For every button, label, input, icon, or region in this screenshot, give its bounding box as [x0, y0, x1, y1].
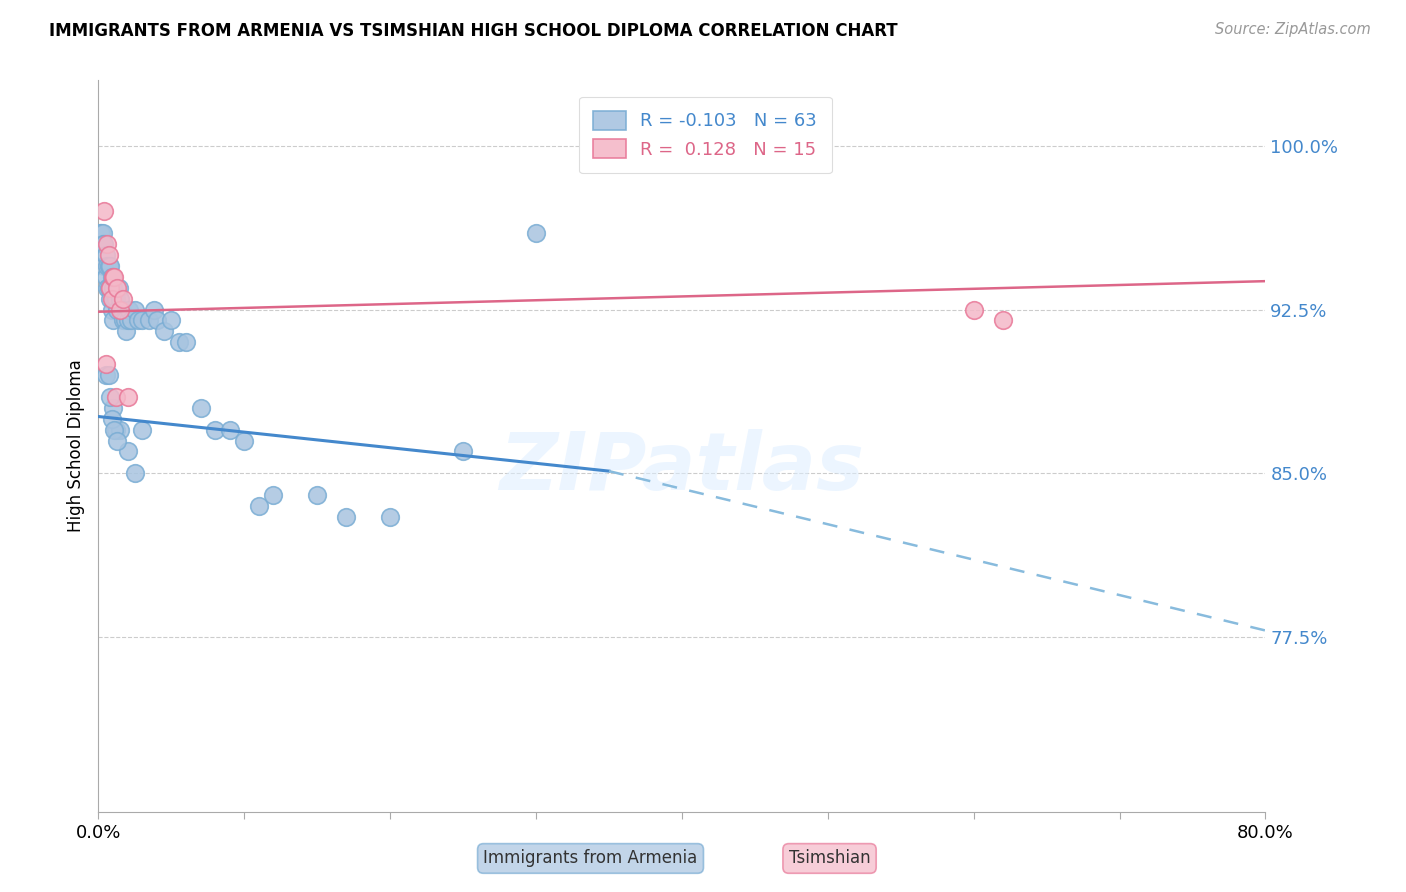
- Point: [93, 237, 115, 252]
- Point: [103, 269, 125, 284]
- Point: [262, 488, 284, 502]
- Point: [105, 434, 128, 448]
- Text: Source: ZipAtlas.com: Source: ZipAtlas.com: [1215, 22, 1371, 37]
- Point: [124, 302, 146, 317]
- Point: [167, 335, 190, 350]
- Point: [97, 281, 120, 295]
- Point: [962, 302, 984, 317]
- Point: [100, 411, 122, 425]
- Point: [100, 269, 122, 284]
- Point: [101, 269, 124, 284]
- Point: [103, 292, 125, 306]
- Point: [124, 467, 146, 481]
- Point: [114, 313, 136, 327]
- Point: [96, 259, 118, 273]
- Point: [105, 281, 128, 295]
- Point: [108, 281, 131, 295]
- Point: [105, 302, 128, 317]
- Point: [335, 510, 357, 524]
- Point: [110, 292, 132, 306]
- Point: [104, 292, 127, 306]
- Point: [112, 313, 135, 327]
- Text: Immigrants from Armenia: Immigrants from Armenia: [484, 849, 697, 867]
- Point: [91, 237, 114, 252]
- Text: IMMIGRANTS FROM ARMENIA VS TSIMSHIAN HIGH SCHOOL DIPLOMA CORRELATION CHART: IMMIGRANTS FROM ARMENIA VS TSIMSHIAN HIG…: [49, 22, 898, 40]
- Point: [111, 302, 134, 317]
- Point: [218, 423, 240, 437]
- Point: [117, 313, 139, 327]
- Point: [97, 259, 120, 273]
- Point: [90, 226, 112, 240]
- Point: [524, 226, 547, 240]
- Point: [112, 292, 135, 306]
- Point: [110, 302, 132, 317]
- Point: [100, 302, 122, 317]
- Point: [103, 423, 125, 437]
- Point: [94, 357, 117, 371]
- Point: [380, 510, 402, 524]
- Point: [93, 259, 115, 273]
- Point: [307, 488, 329, 502]
- Point: [127, 313, 149, 327]
- Point: [991, 313, 1014, 327]
- Point: [110, 423, 132, 437]
- Point: [98, 292, 121, 306]
- Point: [101, 401, 124, 415]
- Point: [153, 324, 176, 338]
- Text: ZIPatlas: ZIPatlas: [499, 429, 865, 507]
- Point: [89, 226, 111, 240]
- Point: [97, 248, 120, 262]
- Point: [117, 390, 139, 404]
- Point: [174, 335, 197, 350]
- Point: [94, 269, 117, 284]
- Point: [96, 237, 118, 252]
- Point: [104, 390, 127, 404]
- Point: [451, 444, 474, 458]
- Point: [98, 390, 121, 404]
- Point: [100, 292, 122, 306]
- Point: [190, 401, 212, 415]
- Point: [142, 302, 165, 317]
- Point: [118, 302, 141, 317]
- Point: [117, 444, 139, 458]
- Point: [115, 324, 138, 338]
- Legend: R = -0.103   N = 63, R =  0.128   N = 15: R = -0.103 N = 63, R = 0.128 N = 15: [579, 96, 831, 173]
- Point: [233, 434, 256, 448]
- Point: [98, 259, 121, 273]
- Point: [120, 313, 142, 327]
- Point: [101, 281, 124, 295]
- Point: [94, 248, 117, 262]
- Point: [93, 204, 115, 219]
- Point: [104, 423, 127, 437]
- Point: [91, 226, 114, 240]
- Point: [98, 281, 121, 295]
- Point: [146, 313, 169, 327]
- Point: [204, 423, 226, 437]
- Y-axis label: High School Diploma: High School Diploma: [66, 359, 84, 533]
- Point: [94, 368, 117, 382]
- Point: [138, 313, 160, 327]
- Text: Tsimshian: Tsimshian: [789, 849, 870, 867]
- Point: [131, 313, 153, 327]
- Point: [101, 313, 124, 327]
- Point: [247, 499, 270, 513]
- Point: [97, 368, 120, 382]
- Point: [131, 423, 153, 437]
- Point: [160, 313, 183, 327]
- Point: [96, 281, 118, 295]
